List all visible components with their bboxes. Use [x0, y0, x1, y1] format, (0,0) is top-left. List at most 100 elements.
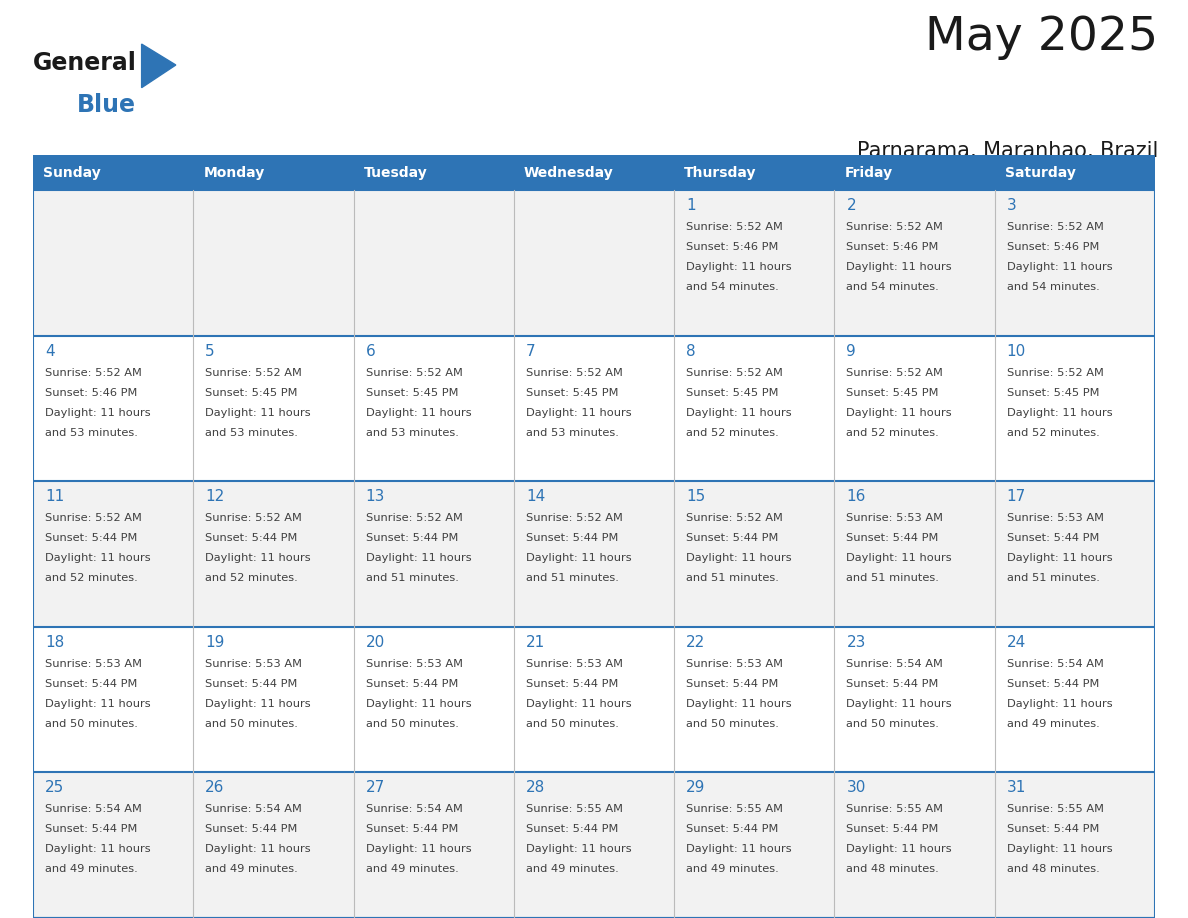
Text: Daylight: 11 hours: Daylight: 11 hours — [45, 699, 151, 709]
Text: Sunrise: 5:52 AM: Sunrise: 5:52 AM — [526, 513, 623, 523]
Text: 4: 4 — [45, 343, 55, 359]
Text: Daylight: 11 hours: Daylight: 11 hours — [526, 845, 632, 855]
Text: Sunset: 5:46 PM: Sunset: 5:46 PM — [45, 387, 138, 397]
Text: Sunset: 5:44 PM: Sunset: 5:44 PM — [1006, 824, 1099, 834]
Text: and 53 minutes.: and 53 minutes. — [45, 428, 138, 438]
Text: Sunday: Sunday — [43, 165, 101, 180]
Text: 13: 13 — [366, 489, 385, 504]
Text: 19: 19 — [206, 635, 225, 650]
Text: Sunrise: 5:52 AM: Sunrise: 5:52 AM — [366, 513, 462, 523]
Text: 11: 11 — [45, 489, 64, 504]
Text: Daylight: 11 hours: Daylight: 11 hours — [45, 554, 151, 564]
Text: Sunrise: 5:53 AM: Sunrise: 5:53 AM — [1006, 513, 1104, 523]
Text: 21: 21 — [526, 635, 545, 650]
Bar — [33, 627, 1155, 772]
Text: 15: 15 — [687, 489, 706, 504]
Text: Sunset: 5:44 PM: Sunset: 5:44 PM — [687, 824, 778, 834]
Text: Saturday: Saturday — [1005, 165, 1075, 180]
Text: Sunrise: 5:52 AM: Sunrise: 5:52 AM — [687, 367, 783, 377]
Text: Sunrise: 5:52 AM: Sunrise: 5:52 AM — [45, 513, 141, 523]
Text: Sunrise: 5:53 AM: Sunrise: 5:53 AM — [846, 513, 943, 523]
Text: and 49 minutes.: and 49 minutes. — [526, 865, 619, 875]
Text: Thursday: Thursday — [684, 165, 757, 180]
Text: 2: 2 — [846, 198, 857, 213]
Text: Sunrise: 5:55 AM: Sunrise: 5:55 AM — [846, 804, 943, 814]
Text: Sunrise: 5:52 AM: Sunrise: 5:52 AM — [526, 367, 623, 377]
Text: Sunset: 5:44 PM: Sunset: 5:44 PM — [687, 533, 778, 543]
Text: and 49 minutes.: and 49 minutes. — [687, 865, 779, 875]
Text: Daylight: 11 hours: Daylight: 11 hours — [526, 554, 632, 564]
Bar — [674, 155, 834, 190]
Text: and 52 minutes.: and 52 minutes. — [1006, 428, 1099, 438]
Text: Sunset: 5:45 PM: Sunset: 5:45 PM — [206, 387, 298, 397]
Text: Friday: Friday — [845, 165, 892, 180]
Text: 29: 29 — [687, 780, 706, 795]
Text: 18: 18 — [45, 635, 64, 650]
Text: Daylight: 11 hours: Daylight: 11 hours — [1006, 699, 1112, 709]
Bar — [994, 155, 1155, 190]
Text: and 50 minutes.: and 50 minutes. — [366, 719, 459, 729]
Text: and 53 minutes.: and 53 minutes. — [366, 428, 459, 438]
Text: Wednesday: Wednesday — [524, 165, 614, 180]
Bar — [514, 155, 674, 190]
Text: and 52 minutes.: and 52 minutes. — [687, 428, 779, 438]
Text: and 48 minutes.: and 48 minutes. — [846, 865, 940, 875]
Text: Sunset: 5:44 PM: Sunset: 5:44 PM — [45, 678, 138, 688]
Text: Sunset: 5:45 PM: Sunset: 5:45 PM — [687, 387, 778, 397]
Text: Sunset: 5:44 PM: Sunset: 5:44 PM — [526, 824, 618, 834]
Text: and 52 minutes.: and 52 minutes. — [45, 573, 138, 583]
Text: Daylight: 11 hours: Daylight: 11 hours — [366, 699, 472, 709]
Text: Sunrise: 5:54 AM: Sunrise: 5:54 AM — [45, 804, 141, 814]
Polygon shape — [141, 44, 176, 87]
Text: and 48 minutes.: and 48 minutes. — [1006, 865, 1099, 875]
Text: 8: 8 — [687, 343, 696, 359]
Text: Sunset: 5:44 PM: Sunset: 5:44 PM — [526, 678, 618, 688]
Text: Sunset: 5:44 PM: Sunset: 5:44 PM — [45, 533, 138, 543]
Text: Daylight: 11 hours: Daylight: 11 hours — [366, 408, 472, 418]
Text: Daylight: 11 hours: Daylight: 11 hours — [687, 262, 791, 272]
Text: Daylight: 11 hours: Daylight: 11 hours — [687, 554, 791, 564]
Text: 23: 23 — [846, 635, 866, 650]
Bar — [194, 155, 354, 190]
Text: and 52 minutes.: and 52 minutes. — [846, 428, 940, 438]
Text: and 49 minutes.: and 49 minutes. — [1006, 719, 1099, 729]
Text: Daylight: 11 hours: Daylight: 11 hours — [206, 699, 311, 709]
Text: 7: 7 — [526, 343, 536, 359]
Text: and 54 minutes.: and 54 minutes. — [1006, 282, 1099, 292]
Text: Sunset: 5:44 PM: Sunset: 5:44 PM — [45, 824, 138, 834]
Bar — [33, 190, 1155, 336]
Text: General: General — [33, 51, 137, 75]
Text: and 50 minutes.: and 50 minutes. — [526, 719, 619, 729]
Text: Daylight: 11 hours: Daylight: 11 hours — [1006, 408, 1112, 418]
Text: Daylight: 11 hours: Daylight: 11 hours — [206, 845, 311, 855]
Text: Sunset: 5:44 PM: Sunset: 5:44 PM — [366, 533, 457, 543]
Text: Sunrise: 5:52 AM: Sunrise: 5:52 AM — [1006, 367, 1104, 377]
Text: Sunrise: 5:54 AM: Sunrise: 5:54 AM — [1006, 659, 1104, 669]
Text: Sunset: 5:45 PM: Sunset: 5:45 PM — [366, 387, 459, 397]
Text: and 49 minutes.: and 49 minutes. — [366, 865, 459, 875]
Text: Sunset: 5:46 PM: Sunset: 5:46 PM — [687, 242, 778, 252]
Text: Sunset: 5:44 PM: Sunset: 5:44 PM — [526, 533, 618, 543]
Text: Sunset: 5:44 PM: Sunset: 5:44 PM — [366, 678, 457, 688]
Text: 31: 31 — [1006, 780, 1026, 795]
Text: Sunset: 5:44 PM: Sunset: 5:44 PM — [206, 678, 298, 688]
Text: Monday: Monday — [203, 165, 265, 180]
Text: Sunrise: 5:53 AM: Sunrise: 5:53 AM — [687, 659, 783, 669]
Text: Sunset: 5:44 PM: Sunset: 5:44 PM — [846, 678, 939, 688]
Text: 14: 14 — [526, 489, 545, 504]
Text: Sunrise: 5:52 AM: Sunrise: 5:52 AM — [687, 222, 783, 232]
Text: and 51 minutes.: and 51 minutes. — [687, 573, 779, 583]
Text: 16: 16 — [846, 489, 866, 504]
Bar — [33, 481, 1155, 627]
Text: Daylight: 11 hours: Daylight: 11 hours — [366, 554, 472, 564]
Text: and 51 minutes.: and 51 minutes. — [526, 573, 619, 583]
Text: Sunrise: 5:55 AM: Sunrise: 5:55 AM — [687, 804, 783, 814]
Text: 5: 5 — [206, 343, 215, 359]
Text: Daylight: 11 hours: Daylight: 11 hours — [526, 699, 632, 709]
Text: Daylight: 11 hours: Daylight: 11 hours — [846, 699, 952, 709]
Text: and 50 minutes.: and 50 minutes. — [206, 719, 298, 729]
Text: 24: 24 — [1006, 635, 1026, 650]
Text: Sunset: 5:44 PM: Sunset: 5:44 PM — [366, 824, 457, 834]
Text: Sunrise: 5:52 AM: Sunrise: 5:52 AM — [366, 367, 462, 377]
Text: Daylight: 11 hours: Daylight: 11 hours — [45, 408, 151, 418]
